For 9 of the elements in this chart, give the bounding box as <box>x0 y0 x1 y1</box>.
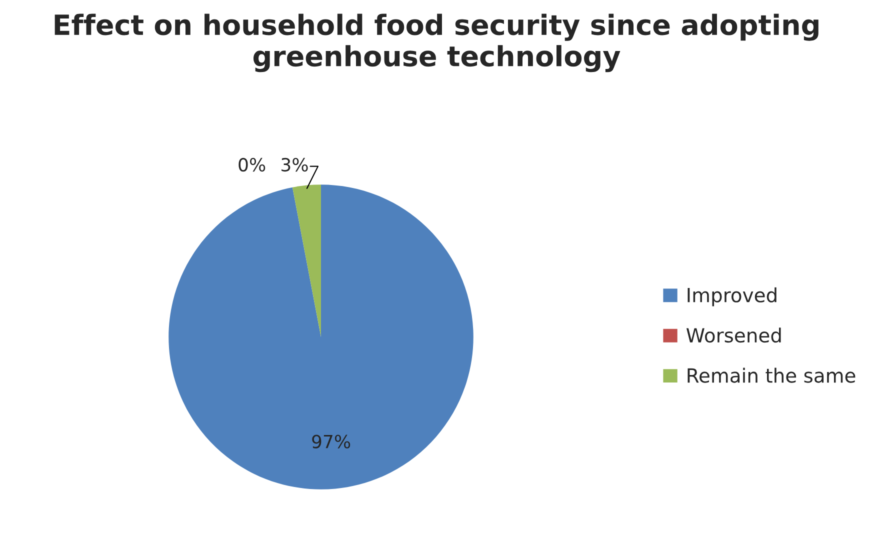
chart-title: Effect on household food security since adopting greenhouse technology <box>54 14 818 72</box>
pie-slice <box>292 184 321 337</box>
legend-label: Improved <box>688 287 776 306</box>
data-label: 3% <box>282 158 308 172</box>
legend-label: Worsened <box>686 328 781 343</box>
text: 0% <box>238 158 266 172</box>
legend-label: Remain the same <box>688 368 856 383</box>
pie-slice <box>168 184 474 490</box>
data-label: 97% <box>312 434 350 448</box>
